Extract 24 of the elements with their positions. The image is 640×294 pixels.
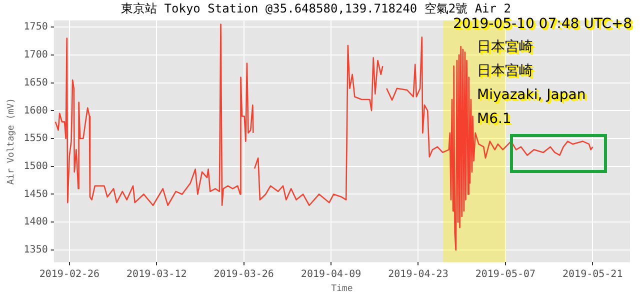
y-tick-label: 1650 <box>24 77 48 88</box>
y-tick-label: 1500 <box>24 160 48 172</box>
x-tick-label: 2019-04-23 <box>388 268 448 280</box>
annotation: 2019-05-10 07:48 UTC+8 <box>453 15 632 33</box>
y-tick-label: 1700 <box>24 50 48 61</box>
y-tick-label: 1400 <box>24 216 48 228</box>
annotation: 日本宮崎 <box>477 38 533 56</box>
y-tick-label: 1750 <box>24 22 48 33</box>
y-tick-label: 1350 <box>24 244 48 256</box>
y-tick-label: 1550 <box>24 133 48 144</box>
x-tick-label: 2019-05-07 <box>475 268 536 280</box>
y-tick-label: 1600 <box>24 105 48 116</box>
y-tick-label: 1450 <box>24 188 48 200</box>
annotation: Miyazaki, Japan <box>477 86 586 104</box>
annotation: 日本宮崎 <box>477 62 533 80</box>
x-axis-title: Time <box>331 284 353 294</box>
y-axis-title: Air Voltage (mV) <box>6 98 17 185</box>
annotation: M6.1 <box>477 110 512 128</box>
x-tick-label: 2019-03-26 <box>214 268 274 280</box>
chart-title: 東京站 Tokyo Station @35.648580,139.718240 空氣2號 Air 2 <box>121 1 511 16</box>
x-tick-label: 2019-03-12 <box>126 268 187 280</box>
x-tick-label: 2019-04-09 <box>300 268 362 280</box>
x-tick-label: 2019-05-21 <box>562 268 623 280</box>
x-tick-label: 2019-02-26 <box>39 268 100 280</box>
